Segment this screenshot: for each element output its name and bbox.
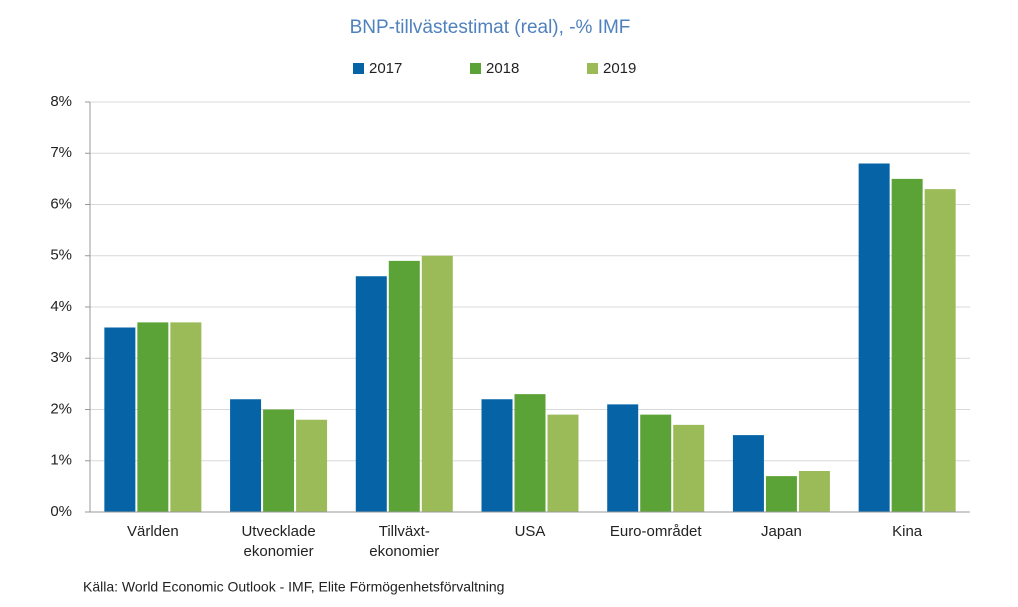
bar [388, 260, 420, 512]
x-tick-label: Utvecklade ekonomier [241, 523, 316, 560]
chart-title: BNP-tillvästestimat (real), -% IMF [350, 17, 631, 38]
bar [547, 414, 579, 512]
bar [732, 435, 764, 512]
y-tick-label: 6% [50, 195, 72, 212]
legend-label: 2017 [369, 60, 402, 77]
bar [924, 189, 956, 512]
bar [421, 255, 453, 512]
bar [798, 471, 830, 512]
x-tick-label: Euro-området [609, 523, 702, 540]
legend-swatch [587, 63, 598, 74]
bar [263, 409, 295, 512]
y-tick-label: 8% [50, 93, 72, 110]
bar [104, 327, 136, 512]
bar [355, 276, 387, 512]
bar [765, 476, 797, 512]
y-tick-label: 1% [50, 452, 72, 469]
legend-label: 2019 [603, 60, 636, 77]
y-tick-label: 4% [50, 298, 72, 315]
x-tick-label: Kina [892, 523, 923, 540]
bar [673, 424, 705, 512]
y-tick-label: 5% [50, 247, 72, 264]
x-tick-label: Världen [126, 523, 179, 540]
legend-swatch [353, 63, 364, 74]
y-tick-label: 7% [50, 144, 72, 161]
legend-swatch [470, 63, 481, 74]
x-tick-label: Tillväxt- ekonomier [369, 523, 440, 560]
bar [607, 404, 639, 512]
y-tick-label: 2% [50, 400, 72, 417]
y-tick-label: 0% [50, 503, 72, 520]
bar [891, 178, 923, 512]
source-note: Källa: World Economic Outlook - IMF, Eli… [83, 579, 504, 595]
bar [296, 419, 328, 512]
bar [170, 322, 202, 512]
y-tick-label: 3% [50, 349, 72, 366]
bar [858, 163, 890, 512]
bar [481, 399, 513, 512]
legend-label: 2018 [486, 60, 519, 77]
bar [137, 322, 169, 512]
x-tick-label: USA [514, 523, 546, 540]
x-tick-label: Japan [760, 523, 802, 540]
bar [514, 394, 546, 512]
bar [640, 414, 672, 512]
bar [230, 399, 262, 512]
